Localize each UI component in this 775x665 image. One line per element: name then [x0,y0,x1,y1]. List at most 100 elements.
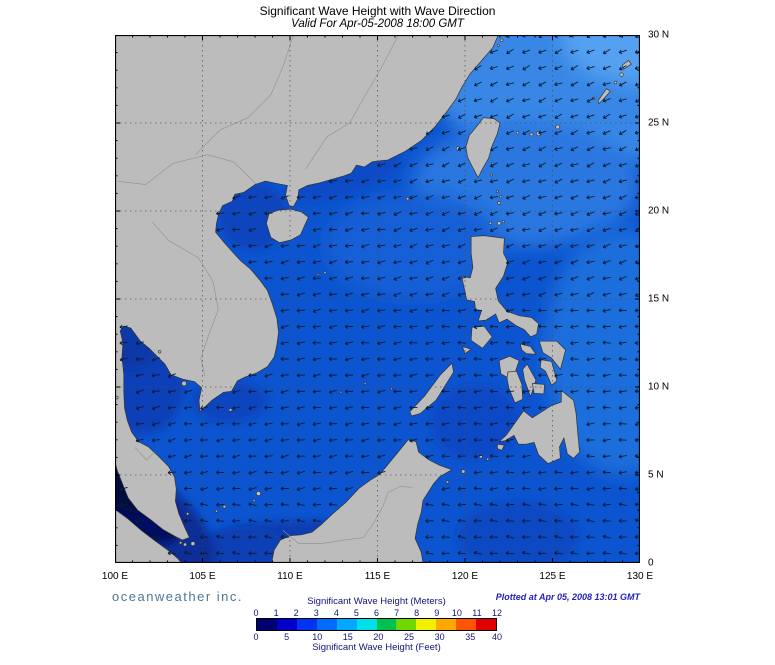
wave-arrow [280,438,289,443]
wave-arrow [505,82,515,87]
wave-arrow [522,502,531,507]
wave-arrow [264,486,273,492]
wave-arrow [425,518,434,524]
islet [496,44,500,48]
wave-arrow [328,421,338,426]
wave-arrow [570,518,579,524]
wave-arrow [618,292,627,297]
wave-arrow [602,518,611,523]
wave-arrow [441,357,450,362]
wave-arrow [538,470,547,475]
wave-arrow [377,308,386,313]
shading-blob [202,526,290,563]
plotted-timestamp: Plotted at Apr 05, 2008 13:01 GMT [495,592,640,602]
wave-arrow [119,502,128,507]
wave-arrow [489,340,499,346]
wave-arrow [425,146,434,152]
wave-arrow [167,534,176,539]
wave-arrow [344,470,354,475]
lat-axis-label: 20 N [648,205,670,217]
islet [613,80,618,85]
wave-arrow [264,534,273,539]
wave-arrow [522,259,531,265]
wave-arrow [328,292,338,297]
wave-arrow [344,405,354,411]
wave-arrow [473,114,482,119]
wave-arrow [489,551,499,556]
wave-arrow [570,502,579,507]
islet [185,512,190,516]
legend-color-segment [476,619,497,630]
wave-arrow [361,308,370,314]
wave-arrow [409,324,418,329]
wave-arrow [135,341,144,346]
wave-arrow [264,518,273,523]
wave-arrow [457,292,466,297]
wave-arrow [554,97,563,103]
islet [183,542,187,547]
wave-arrow [618,324,627,330]
wave-arrow [135,405,144,411]
wave-arrow [328,324,338,330]
wave-arrow [586,340,595,346]
wave-arrow [441,162,450,168]
wave-arrow [618,276,627,281]
wave-arrow [312,357,321,362]
chart-title: Significant Wave Height with Wave Direct… [259,4,496,18]
wave-arrow [618,179,627,184]
legend-meters-ticks: 0 1 2 3 4 5 6 7 8 9 10 11 12 [253,607,502,618]
wave-arrow [554,211,563,216]
wave-arrow [248,211,257,216]
wave-arrow [554,308,563,313]
wave-arrow [457,178,466,184]
wave-arrow [554,373,563,378]
wave-arrow [474,81,482,87]
islet [497,221,502,226]
wave-arrow [554,178,563,184]
wave-arrow [393,292,402,297]
wave-arrow [200,518,209,523]
wave-arrow [538,551,547,556]
legend-feet-tick: 30 [434,632,445,642]
wave-arrow [505,211,515,216]
wave-arrow [296,422,305,427]
wave-arrow [361,389,370,394]
wave-arrow [586,130,595,135]
wave-arrow [248,243,257,249]
wave-arrow [393,211,402,216]
wave-arrow [248,470,257,475]
wave-arrow [457,97,466,103]
wave-arrow [586,97,595,103]
wave-arrow [586,162,595,168]
wave-arrow [377,389,386,394]
wave-arrow [457,454,466,459]
wave-arrow [618,389,627,394]
wave-arrow [296,243,305,249]
wave-arrow [618,405,627,411]
wave-arrow [409,421,418,427]
islet [256,490,262,496]
wave-arrow [393,341,402,346]
wave-arrow [361,340,370,345]
wave-arrow [441,211,450,216]
legend-meters-tick: 1 [273,608,279,618]
wave-arrow [522,389,531,394]
inland-border [195,35,294,155]
wave-arrow [586,486,595,492]
wave-arrow [248,518,257,523]
islet [488,221,493,226]
wave-arrow [312,502,321,507]
wave-arrow [570,49,579,54]
wave-arrow [505,421,515,427]
wave-arrow [184,454,193,459]
wave-arrow [602,130,611,135]
islet [405,197,410,201]
wave-arrow [296,470,305,475]
wave-arrow [200,454,209,459]
wave-arrow [473,534,483,540]
wave-arrow [522,227,531,232]
wave-arrow [570,470,579,475]
wave-arrow [473,550,482,556]
inland-border [282,486,413,544]
